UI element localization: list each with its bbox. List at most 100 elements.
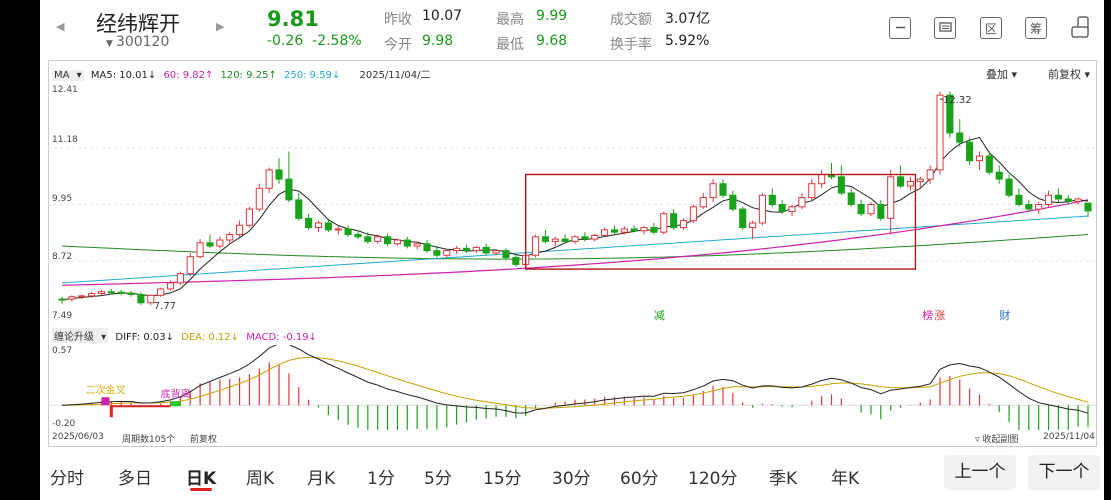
candle-down bbox=[768, 194, 776, 205]
current-price: 9.81 bbox=[267, 7, 319, 31]
candle-down bbox=[58, 298, 66, 301]
annotation-bottom-divergence: 底背离 bbox=[161, 387, 191, 400]
candle-up bbox=[601, 229, 609, 236]
candle-up bbox=[571, 236, 579, 242]
dea-value: DEA: 0.12↓ bbox=[181, 332, 240, 343]
candle-down bbox=[1015, 194, 1023, 205]
candle-down bbox=[541, 236, 549, 242]
overlay-button[interactable]: 叠加 ▾ bbox=[986, 68, 1018, 81]
tab-5min[interactable]: 5分 bbox=[424, 469, 452, 489]
candle-down bbox=[610, 229, 619, 233]
candle-down bbox=[581, 236, 589, 240]
sub-indicator-select[interactable]: 缠论升级 ▾ bbox=[52, 328, 109, 343]
tab-weekly-k[interactable]: 周K bbox=[246, 469, 275, 489]
candle-up bbox=[867, 204, 875, 215]
event-label-finance: 财 bbox=[999, 308, 1010, 322]
tab-120min[interactable]: 120分 bbox=[688, 469, 738, 489]
candlestick-chart[interactable]: 12.32 7.77 减 榜涨 财 bbox=[48, 82, 1097, 322]
tab-60min[interactable]: 60分 bbox=[620, 469, 659, 489]
candle-up bbox=[699, 197, 707, 208]
y-tick-label: 8.72 bbox=[52, 252, 73, 262]
macd-value: MACD: -0.19↓ bbox=[246, 332, 318, 343]
collapse-sub-chart[interactable]: ▿ 收起副图 bbox=[975, 435, 1019, 445]
tab-15min[interactable]: 15分 bbox=[483, 469, 522, 489]
tab-quarterly-k[interactable]: 季K bbox=[769, 469, 798, 489]
candle-up bbox=[640, 227, 648, 232]
candle-down bbox=[630, 228, 638, 232]
candle-up bbox=[926, 169, 934, 180]
tab-fenshi[interactable]: 分时 bbox=[50, 469, 84, 489]
chip-icon[interactable]: 筹 bbox=[1025, 17, 1047, 39]
ma5-line bbox=[61, 136, 1089, 301]
candle-down bbox=[206, 242, 214, 247]
prev-close-value: 10.07 bbox=[422, 8, 463, 24]
macd-chart[interactable]: 二次金叉 底背离 bbox=[48, 345, 1097, 430]
candle-up bbox=[443, 250, 451, 256]
candle-down bbox=[1084, 202, 1092, 212]
stock-code[interactable]: ▼ 300120 bbox=[106, 34, 169, 50]
candle-up bbox=[453, 247, 461, 252]
screen-icon[interactable] bbox=[934, 17, 956, 39]
chart-panel bbox=[48, 60, 1097, 447]
candle-down bbox=[719, 183, 727, 196]
tab-monthly-k[interactable]: 月K bbox=[307, 469, 336, 489]
candle-down bbox=[837, 176, 845, 194]
ma120-line bbox=[61, 234, 1089, 260]
candle-up bbox=[531, 236, 540, 256]
candle-up bbox=[679, 220, 688, 229]
candle-up bbox=[975, 155, 984, 162]
candle-up bbox=[393, 239, 401, 245]
macd-legend: 缠论升级 ▾ DIFF: 0.03↓ DEA: 0.12↓ MACD: -0.1… bbox=[52, 328, 321, 343]
footer-adjust: 前复权 bbox=[190, 435, 218, 445]
candle-down bbox=[877, 204, 885, 219]
candle-down bbox=[344, 228, 352, 235]
candle-down bbox=[403, 239, 411, 247]
landscape-icon[interactable] bbox=[1070, 15, 1094, 41]
open-label: 今开 bbox=[384, 37, 412, 53]
candle-down bbox=[512, 257, 520, 265]
tab-1min[interactable]: 1分 bbox=[367, 469, 395, 489]
diff-value: DIFF: 0.03↓ bbox=[115, 332, 174, 343]
volume-value: 3.07亿 bbox=[665, 11, 711, 27]
period-tabs: 分时 多日 日K 周K 月K 1分 5分 15分 30分 60分 120分 季K… bbox=[40, 455, 1104, 500]
indicator-select[interactable]: MA ▾ bbox=[52, 70, 84, 81]
event-label-reduce: 减 bbox=[654, 309, 665, 322]
prev-close-label: 昨收 bbox=[384, 12, 412, 28]
candle-up bbox=[887, 176, 895, 219]
tab-30min[interactable]: 30分 bbox=[552, 469, 591, 489]
start-date: 2025/06/03 bbox=[52, 432, 104, 442]
selection-box bbox=[524, 173, 917, 270]
candle-down bbox=[462, 247, 471, 252]
region-icon[interactable]: 区 bbox=[980, 17, 1002, 39]
ma5-value: MA5: 10.01↓ bbox=[90, 70, 157, 81]
candle-up bbox=[1035, 204, 1043, 210]
high-label: 最高 bbox=[496, 12, 524, 28]
next-stock-arrow-icon[interactable]: ▶ bbox=[216, 20, 225, 33]
tab-yearly-k[interactable]: 年K bbox=[831, 469, 860, 489]
next-stock-button[interactable]: 下一个 bbox=[1028, 455, 1100, 490]
tab-multiday[interactable]: 多日 bbox=[118, 469, 152, 489]
annotation-golden-cross: 二次金叉 bbox=[86, 383, 126, 396]
change-value: -0.26 bbox=[267, 33, 304, 49]
ma60-value: 60: 9.82↑ bbox=[163, 70, 214, 81]
end-date: 2025/11/04 bbox=[1043, 432, 1095, 442]
candle-up bbox=[1074, 198, 1082, 202]
candle-up bbox=[413, 243, 421, 247]
candle-up bbox=[88, 293, 96, 297]
candle-down bbox=[364, 236, 372, 242]
cursor-date: 2025/11/04/二 bbox=[359, 70, 431, 81]
adjust-button[interactable]: 前复权 ▾ bbox=[1048, 68, 1091, 81]
minus-box-icon[interactable] bbox=[889, 17, 911, 39]
overlay-label: 叠加 bbox=[986, 68, 1008, 81]
ma250-line bbox=[61, 215, 1089, 284]
candle-up bbox=[236, 224, 244, 235]
candle-down bbox=[482, 246, 490, 254]
candle-up bbox=[798, 197, 806, 208]
diff-line bbox=[61, 345, 1089, 414]
tab-daily-k[interactable]: 日K bbox=[186, 469, 217, 489]
candle-down bbox=[561, 238, 569, 242]
prev-stock-arrow-icon[interactable]: ◀ bbox=[56, 20, 65, 33]
prev-stock-button[interactable]: 上一个 bbox=[944, 455, 1016, 490]
candle-up bbox=[255, 187, 263, 210]
candle-down bbox=[670, 213, 678, 229]
